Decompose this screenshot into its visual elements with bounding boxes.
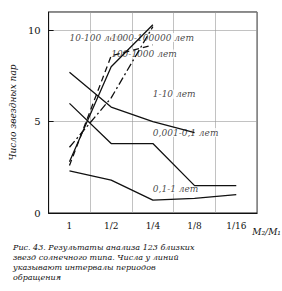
svg-text:1000-100000 лет: 1000-100000 лет [111,33,194,43]
svg-text:1/16: 1/16 [226,221,246,231]
svg-text:0,1-1 лет: 0,1-1 лет [153,184,199,194]
svg-text:10-100 лет: 10-100 лет [69,32,124,43]
svg-text:Число звездных пар: Число звездных пар [8,64,18,160]
svg-text:1-10 лет: 1-10 лет [153,89,196,99]
svg-text:10: 10 [28,25,41,36]
svg-text:1/4: 1/4 [146,221,161,231]
svg-text:1: 1 [67,221,73,231]
svg-text:5: 5 [34,116,40,127]
svg-text:1/8: 1/8 [187,221,202,231]
svg-text:звезд солнечного типа. Числа у: звезд солнечного типа. Числа у линий [13,253,181,262]
svg-text:обращения: обращения [13,273,61,282]
svg-text:Рис. 43. Результаты анализа 12: Рис. 43. Результаты анализа 123 близких [12,243,197,252]
svg-text:1/2: 1/2 [104,221,118,231]
svg-text:M₂/M₁: M₂/M₁ [251,227,281,237]
svg-text:указывают интервалы периодов: указывают интервалы периодов [12,263,158,272]
svg-text:0,001-0,1 лет: 0,001-0,1 лет [153,128,219,138]
svg-text:0: 0 [34,208,40,219]
svg-text:100-1000 лет: 100-1000 лет [111,49,177,59]
